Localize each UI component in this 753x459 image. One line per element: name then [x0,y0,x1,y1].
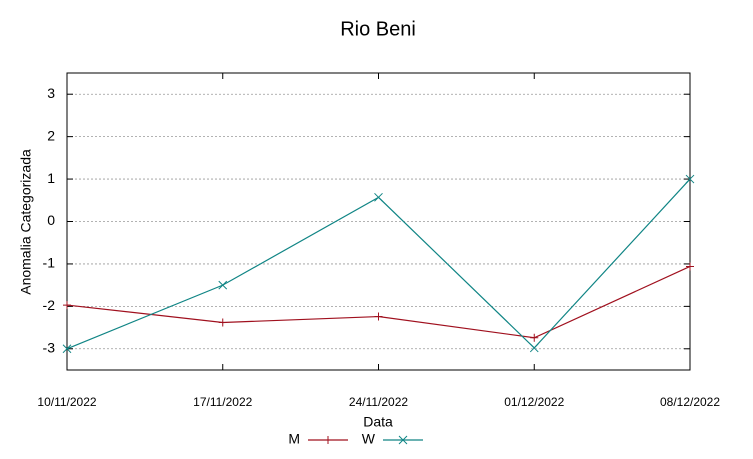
y-tick-label: 2 [47,127,55,143]
marker-shape [374,312,383,321]
legend-marker-shape [398,435,408,445]
marker [218,318,227,327]
marker [374,312,383,321]
marker [374,192,383,202]
y-tick-label: -2 [43,297,56,313]
legend-marker [324,436,332,444]
y-axis-label: Anomalia Categorizada [18,149,34,295]
series-line [66,265,691,339]
marker-shape [63,301,71,310]
y-tick-label: 3 [47,85,55,101]
marker [62,344,72,354]
legend-marker-shape [324,436,332,444]
marker-shape [685,174,695,184]
legend-label: M [288,431,300,447]
marker [218,280,228,290]
marker-shape [374,192,383,202]
y-tick-label: 0 [47,212,55,228]
marker [530,333,539,342]
chart-title: Rio Beni [340,18,416,40]
marker-shape [62,344,72,354]
x-tick-label: 24/11/2022 [349,395,408,409]
marker [686,262,694,271]
marker-shape [686,262,694,271]
x-tick-label: 08/12/2022 [660,395,720,409]
y-tick-label: 1 [47,170,55,186]
marker-shape [218,280,228,290]
marker [529,343,539,353]
marker [63,301,71,310]
x-tick-label: 10/11/2022 [37,395,96,409]
legend-marker [398,435,408,445]
x-tick-label: 01/12/2022 [504,395,564,409]
marker-shape [218,318,227,327]
marker-shape [530,333,539,342]
marker-shape [529,343,539,353]
y-tick-label: -1 [43,255,56,271]
x-tick-label: 17/11/2022 [193,395,252,409]
marker [685,174,695,184]
y-tick-label: -3 [43,339,56,355]
plot-frame [66,72,691,371]
x-axis-label: Data [363,414,393,430]
legend-label: W [362,431,376,447]
